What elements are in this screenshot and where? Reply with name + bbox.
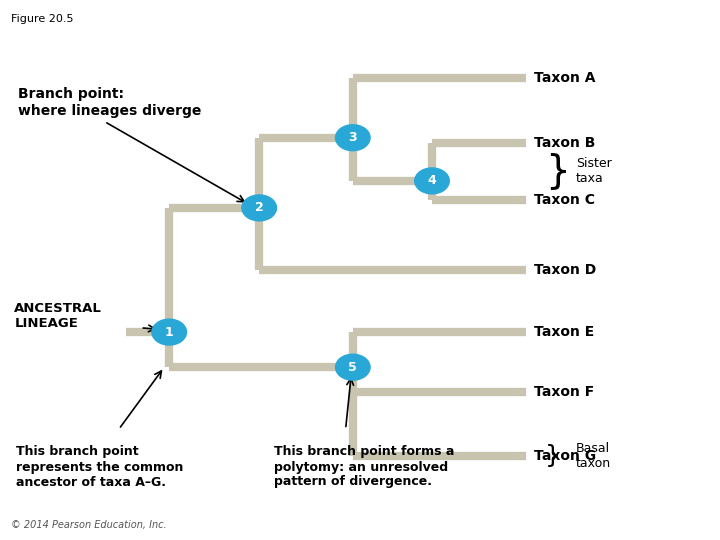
Text: Taxon G: Taxon G xyxy=(534,449,596,463)
Text: 4: 4 xyxy=(428,174,436,187)
Text: Taxon D: Taxon D xyxy=(534,263,596,277)
Text: 1: 1 xyxy=(165,326,174,339)
Circle shape xyxy=(242,195,276,221)
Text: Taxon A: Taxon A xyxy=(534,71,595,85)
Circle shape xyxy=(152,319,186,345)
Text: ANCESTRAL
LINEAGE: ANCESTRAL LINEAGE xyxy=(14,302,102,330)
Text: Branch point:
where lineages diverge: Branch point: where lineages diverge xyxy=(18,87,202,118)
Text: 2: 2 xyxy=(255,201,264,214)
Text: © 2014 Pearson Education, Inc.: © 2014 Pearson Education, Inc. xyxy=(11,520,166,530)
Text: Sister
taxa: Sister taxa xyxy=(576,157,612,185)
Text: This branch point
represents the common
ancestor of taxa A–G.: This branch point represents the common … xyxy=(16,446,183,489)
Text: Taxon F: Taxon F xyxy=(534,384,595,399)
Text: Taxon E: Taxon E xyxy=(534,325,595,339)
Circle shape xyxy=(336,125,370,151)
Text: Figure 20.5: Figure 20.5 xyxy=(11,14,73,24)
Text: }: } xyxy=(545,444,561,468)
Text: 3: 3 xyxy=(348,131,357,144)
Circle shape xyxy=(336,354,370,380)
Text: }: } xyxy=(545,152,570,191)
Text: 5: 5 xyxy=(348,361,357,374)
Text: Basal
taxon: Basal taxon xyxy=(576,442,611,470)
Circle shape xyxy=(415,168,449,194)
Text: This branch point forms a
polytomy: an unresolved
pattern of divergence.: This branch point forms a polytomy: an u… xyxy=(274,446,454,489)
Text: Taxon B: Taxon B xyxy=(534,136,595,150)
Text: Taxon C: Taxon C xyxy=(534,193,595,207)
